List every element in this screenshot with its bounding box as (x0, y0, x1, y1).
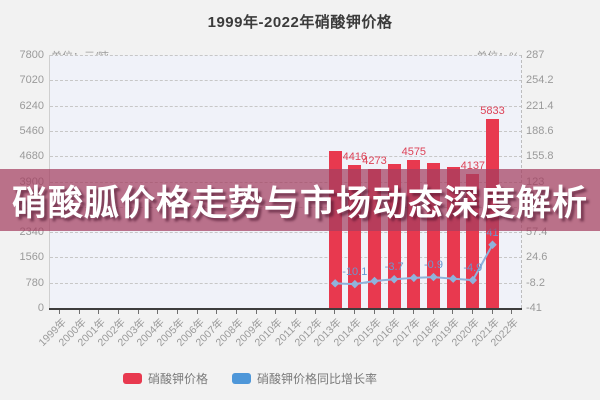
x-axis-tick (353, 310, 355, 314)
y-axis-label-left: 7800 (19, 49, 44, 61)
line-point-2015年 (370, 276, 379, 286)
x-axis-line (49, 308, 522, 310)
x-axis-tick (471, 310, 473, 314)
growth-rate-line: -10.1 -3.7 -0.9 -4.941 (330, 227, 499, 289)
x-axis-tick (58, 310, 60, 314)
x-axis-tick (137, 310, 139, 314)
bar-series-swatch (122, 373, 142, 384)
line-label-2018年: -0.9 (424, 259, 443, 271)
legend-item-growth-rate[interactable]: 硝酸钾价格同比增长率 (232, 370, 377, 387)
y-axis-label-right: 24.6 (526, 251, 548, 264)
y-axis-label-right: 287 (526, 49, 545, 61)
y-axis-label-left: 7020 (19, 74, 44, 87)
x-axis-tick (117, 310, 119, 314)
gridline (50, 232, 522, 234)
x-axis-tick (176, 310, 178, 314)
gridline (50, 282, 522, 284)
x-axis-tick (294, 310, 296, 314)
legend: 硝酸钾价格 硝酸钾价格同比增长率 (0, 370, 500, 387)
gridline (50, 105, 522, 107)
x-axis-tick (98, 310, 100, 314)
x-axis-tick (393, 310, 395, 314)
x-axis-tick (314, 310, 316, 314)
line-label-2014年: -10.1 (342, 266, 367, 278)
x-axis-tick (275, 310, 277, 314)
bar-label-2014年: 4416 (342, 150, 368, 163)
line-label-2020年: -4.9 (463, 262, 482, 274)
y-axis-label-right: -41 (526, 302, 542, 314)
x-axis-tick (255, 310, 257, 314)
y-axis-label-right: 254.2 (526, 74, 554, 87)
bar-label-2020年: 4137 (460, 159, 486, 172)
bar-label-2015年: 4273 (362, 155, 387, 168)
line-series-swatch (232, 373, 251, 384)
line-point-2013年 (330, 279, 340, 288)
bar-label-2021年: 5833 (480, 104, 505, 117)
y-axis-label-right: 155.8 (526, 150, 554, 163)
x-axis-tick (491, 310, 493, 314)
line-point-2019年 (448, 274, 458, 283)
y-axis-label-left: 0 (37, 302, 44, 314)
x-axis-tick (196, 310, 198, 314)
line-point-2020年 (468, 275, 478, 285)
line-point-2018年 (429, 272, 438, 282)
chart-title: 1999年-2022年硝酸钾价格 (207, 14, 393, 31)
line-point-2017年 (409, 273, 419, 283)
line-point-2014年 (350, 279, 360, 289)
gridline (50, 257, 522, 259)
line-point-2021年 (488, 240, 497, 249)
x-axis-tick (452, 310, 454, 314)
y-axis-label-right: 188.6 (526, 124, 554, 137)
y-axis-label-left: 780 (25, 276, 44, 289)
x-axis-tick (216, 310, 218, 314)
x-axis-tick (334, 310, 336, 314)
y-axis-label-left: 4680 (19, 150, 44, 163)
y-axis-label-left: 5460 (19, 124, 44, 137)
x-axis-tick (157, 310, 159, 314)
y-axis-label-left: 1560 (19, 251, 44, 264)
y-axis-label-right: -8.2 (526, 276, 545, 289)
x-axis-tick (511, 310, 513, 314)
gridline (50, 156, 522, 158)
y-axis-label-right: 221.4 (526, 99, 554, 112)
legend-label-growth-rate: 硝酸钾价格同比增长率 (257, 372, 378, 386)
bar-label-2017年: 4575 (401, 145, 427, 158)
line-label-2016年: -3.7 (385, 261, 404, 273)
gridline (50, 55, 522, 56)
line-point-2016年 (389, 274, 399, 284)
x-axis-tick (412, 310, 414, 314)
x-axis-tick (432, 310, 434, 314)
headline-banner: 硝酸胍价格走势与市场动态深度解析 (0, 169, 600, 231)
gridline (50, 130, 522, 132)
headline-text: 硝酸胍价格走势与市场动态深度解析 (11, 183, 588, 223)
y-axis-label-left: 6240 (19, 99, 44, 112)
legend-label-price: 硝酸钾价格 (147, 372, 208, 386)
x-axis-tick (235, 310, 237, 314)
gridline (50, 80, 522, 82)
legend-item-price[interactable]: 硝酸钾价格 (122, 370, 208, 387)
x-axis-tick (78, 310, 80, 314)
x-axis-tick (373, 310, 375, 314)
